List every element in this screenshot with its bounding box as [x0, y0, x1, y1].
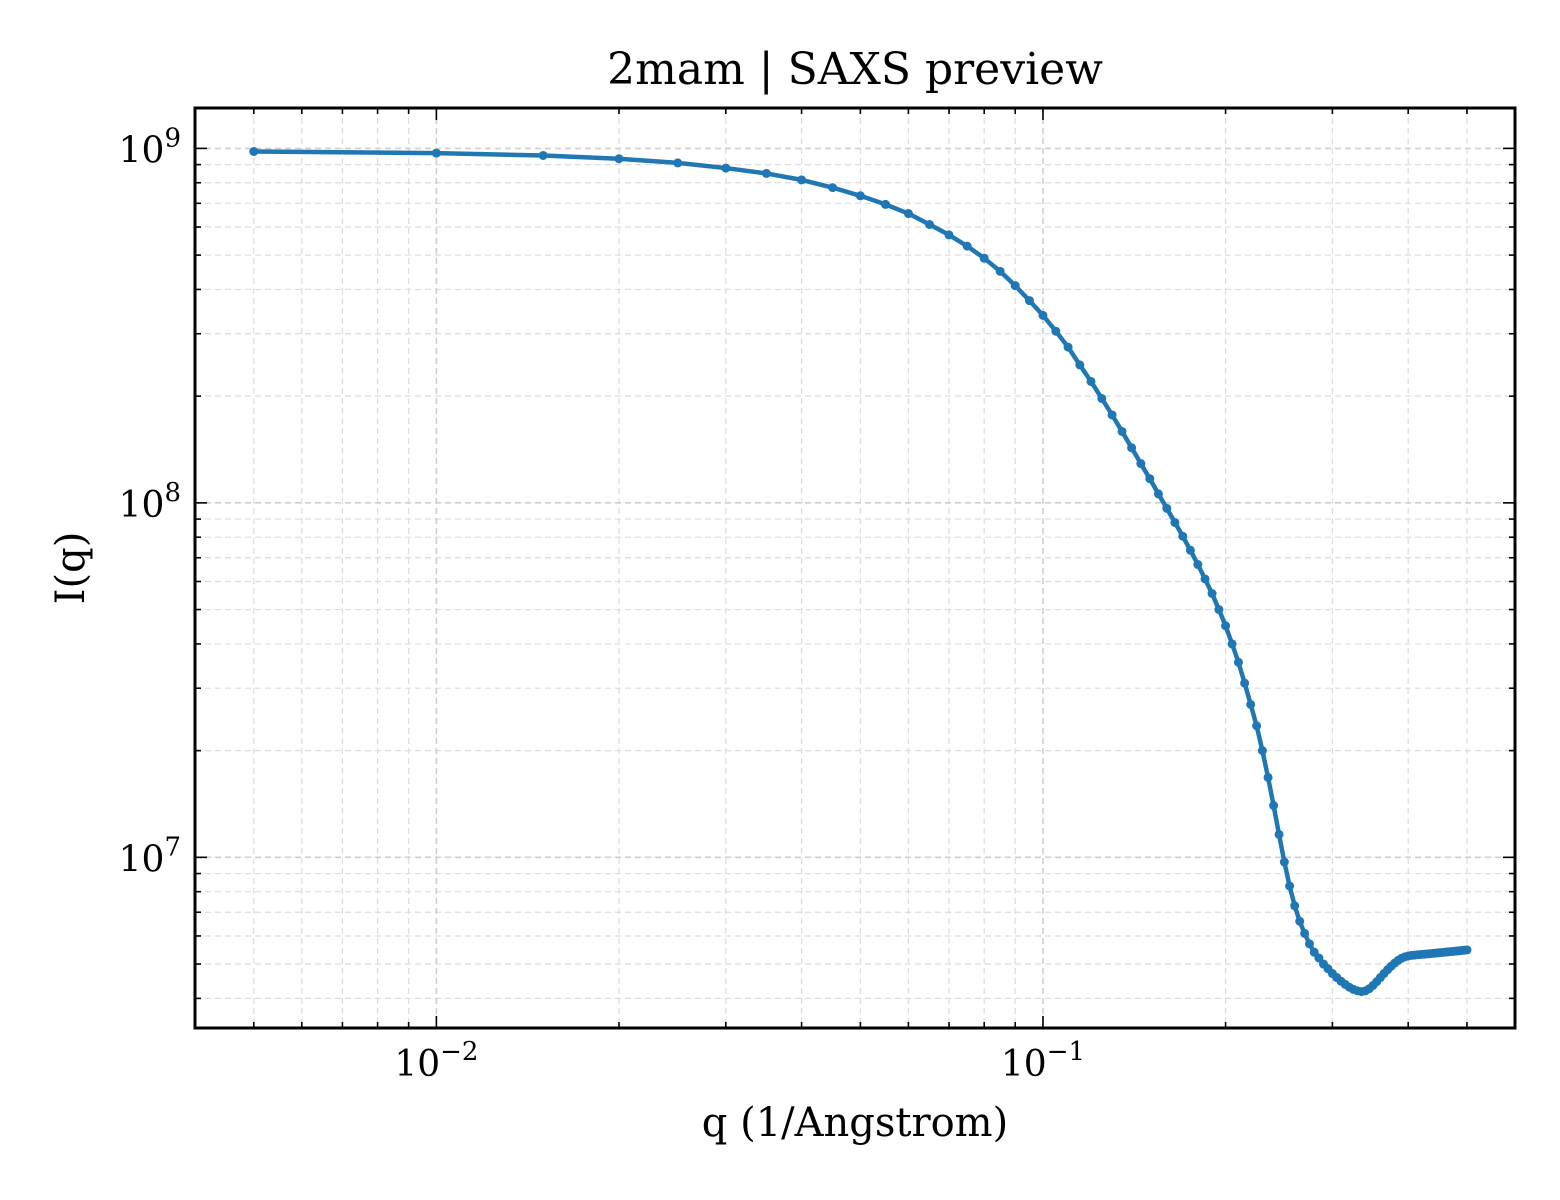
- data-point: [1279, 857, 1289, 867]
- x-tick-label: 10−1: [1001, 1037, 1085, 1085]
- series-layer: [249, 146, 1472, 997]
- data-point: [1207, 588, 1217, 598]
- x-axis-label: q (1/Angstrom): [702, 1100, 1008, 1146]
- data-point: [1462, 945, 1472, 955]
- data-point: [1269, 801, 1279, 811]
- major-gridlines: [195, 108, 1515, 1028]
- data-point: [673, 158, 683, 168]
- plot-frame: [193, 106, 1517, 1030]
- chart-title: 2mam | SAXS preview: [607, 44, 1103, 95]
- y-tick-label: 107: [119, 832, 181, 880]
- data-point: [903, 209, 913, 219]
- data-point: [1162, 503, 1172, 513]
- y-tick-label: 108: [119, 478, 181, 526]
- data-point: [1252, 721, 1262, 731]
- data-point: [1193, 560, 1203, 570]
- data-point: [761, 168, 771, 178]
- data-point: [1051, 326, 1061, 336]
- data-point: [979, 253, 989, 263]
- data-point: [1024, 296, 1034, 306]
- data-point: [944, 230, 954, 240]
- data-point: [1145, 474, 1155, 484]
- data-point: [924, 219, 934, 229]
- minor-gridlines: [194, 108, 1515, 1028]
- data-point: [1185, 545, 1195, 555]
- data-point: [614, 154, 624, 164]
- data-point: [1304, 939, 1314, 949]
- data-point: [1075, 360, 1085, 370]
- data-point: [1086, 376, 1096, 386]
- data-point: [855, 191, 865, 201]
- data-point: [1170, 518, 1180, 528]
- data-point: [1200, 574, 1210, 584]
- data-point: [828, 183, 838, 193]
- data-point: [880, 199, 890, 209]
- data-point: [249, 146, 259, 156]
- data-point: [1240, 678, 1250, 688]
- x-tick-labels: 10−2 10−1: [394, 1037, 1085, 1085]
- x-tick-label: 10−2: [394, 1037, 478, 1085]
- data-point: [1136, 459, 1146, 469]
- data-point: [1010, 281, 1020, 291]
- data-point: [1295, 916, 1305, 926]
- data-point: [995, 266, 1005, 276]
- data-point: [1285, 881, 1295, 891]
- data-point: [1063, 342, 1073, 352]
- y-tick-label: 109: [119, 123, 181, 171]
- data-point: [1127, 443, 1137, 453]
- data-point: [1107, 410, 1117, 420]
- data-point: [797, 175, 807, 185]
- data-point: [1257, 746, 1267, 756]
- data-point: [1227, 639, 1237, 649]
- data-point: [1300, 928, 1310, 938]
- data-point: [431, 148, 441, 158]
- y-axis-label: I(q): [48, 532, 94, 605]
- data-point: [1038, 310, 1048, 320]
- data-point: [1214, 605, 1224, 615]
- y-tick-labels: 107 108 109: [119, 123, 181, 880]
- data-point: [962, 241, 972, 251]
- data-point: [1221, 621, 1231, 631]
- data-point: [1290, 901, 1300, 911]
- tick-marks: [194, 108, 1515, 1028]
- data-point: [1178, 531, 1188, 541]
- data-point: [721, 163, 731, 173]
- data-point: [538, 150, 548, 160]
- data-point: [1246, 699, 1256, 709]
- data-point: [1153, 489, 1163, 499]
- data-point: [1274, 829, 1284, 839]
- data-point: [1233, 657, 1243, 667]
- data-point: [1263, 772, 1273, 782]
- data-point: [1097, 393, 1107, 403]
- data-point: [1117, 426, 1127, 436]
